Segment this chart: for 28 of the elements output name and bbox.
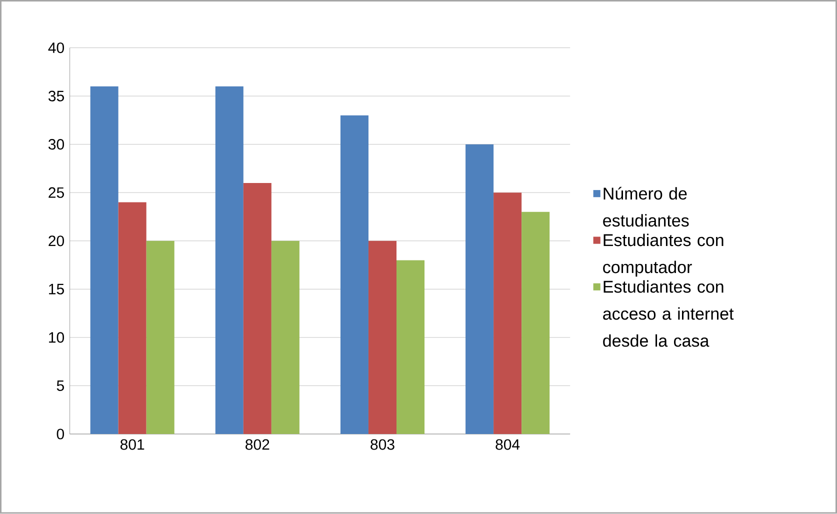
bar: [466, 144, 494, 434]
y-tick-label: 40: [48, 42, 64, 54]
bar: [522, 212, 550, 434]
bar: [90, 86, 118, 434]
y-tick-label: 5: [56, 380, 64, 392]
y-tick-label: 25: [48, 187, 64, 198]
y-tick-label: 0: [56, 428, 64, 440]
bar: [118, 202, 146, 434]
bar: [494, 192, 522, 434]
bar: [146, 240, 174, 434]
bar: [243, 183, 272, 434]
legend-label: Estudiantes con computador: [603, 234, 724, 277]
y-tick-label: 15: [49, 284, 64, 294]
y-tick-label: 20: [48, 236, 64, 246]
bar: [340, 115, 368, 434]
x-tick-label: 801: [120, 439, 144, 450]
legend-label: Estudiantes con acceso a internet desde la casa: [603, 280, 734, 347]
bar: [271, 240, 300, 434]
y-tick-label: 30: [48, 139, 64, 150]
x-tick-label: 804: [496, 439, 520, 450]
y-tick-label: 10: [49, 332, 64, 343]
bar: [215, 86, 244, 434]
x-tick-label: 802: [246, 439, 270, 450]
bar: [396, 260, 425, 434]
y-tick-label: 35: [48, 90, 64, 102]
x-tick-label: 803: [370, 439, 394, 450]
bar: [368, 240, 396, 434]
legend-label: Número de estudiantes: [603, 187, 689, 227]
